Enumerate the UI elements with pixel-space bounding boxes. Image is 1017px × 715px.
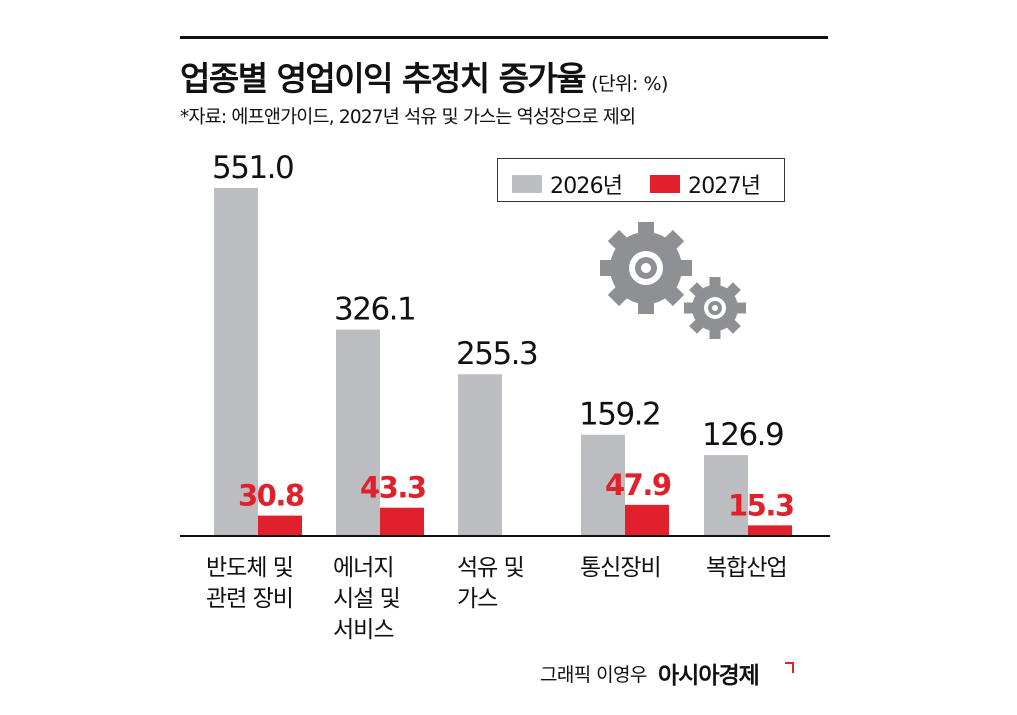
value-label-2027-0: 30.8 xyxy=(238,479,304,513)
bar-2027-3 xyxy=(625,504,669,535)
gear-icon xyxy=(600,222,692,314)
title-rule xyxy=(180,36,828,39)
value-label-2026-3: 159.2 xyxy=(579,397,660,433)
gears-decoration xyxy=(600,222,746,339)
title-text: 업종별 영업이익 추정치 증가율 xyxy=(180,59,587,98)
category-label-line: 복합산업 xyxy=(706,555,788,581)
bar-2026-1 xyxy=(336,329,380,535)
bar-2026-4 xyxy=(704,455,748,535)
category-label-line: 서비스 xyxy=(333,617,394,643)
legend-swatch-2026 xyxy=(512,175,542,193)
category-label-line: 반도체 및 xyxy=(206,555,294,581)
category-label-line: 석유 및 xyxy=(457,555,525,581)
graphic-credit: 그래픽 이영우 xyxy=(540,664,647,686)
category-label-line: 관련 장비 xyxy=(206,586,294,612)
value-label-2026-2: 255.3 xyxy=(456,336,537,372)
value-label-2027-4: 15.3 xyxy=(728,488,794,522)
bar-2026-0 xyxy=(214,188,258,535)
legend-label-2027: 2027년 xyxy=(688,174,761,199)
value-label-2026-0: 551.0 xyxy=(212,150,293,186)
bars xyxy=(214,188,792,535)
category-label-line: 가스 xyxy=(457,586,498,612)
chart-title: 업종별 영업이익 추정치 증가율 (단위: %) xyxy=(180,52,668,100)
source-note: *자료: 에프앤가이드, 2027년 석유 및 가스는 역성장으로 제외 xyxy=(180,107,636,128)
publisher-logo: 아시아경제 xyxy=(658,663,760,689)
legend-label-2026: 2026년 xyxy=(550,174,623,199)
category-label: 복합산업 xyxy=(706,553,788,584)
value-label-2026-4: 126.9 xyxy=(702,417,783,453)
value-label-2027-3: 47.9 xyxy=(605,468,671,502)
category-label-line: 에너지 xyxy=(333,555,394,581)
value-label-2027-1: 43.3 xyxy=(360,471,426,505)
value-labels: 551.0 326.1 255.3 159.2 126.9 30.8 43.3 47.9 15.… xyxy=(212,150,795,522)
category-label-line: 시설 및 xyxy=(333,586,401,612)
gear-icon xyxy=(684,277,746,339)
bar-2026-2 xyxy=(458,374,502,535)
bar-2027-4 xyxy=(748,525,792,535)
bar-2027-1 xyxy=(380,507,424,535)
bar-2026-3 xyxy=(581,434,625,535)
category-label: 통신장비 xyxy=(580,553,662,584)
legend-swatch-2027 xyxy=(650,175,680,193)
unit-label: (단위: %) xyxy=(591,73,668,95)
logo-mark xyxy=(785,662,794,673)
category-label-line: 통신장비 xyxy=(580,555,662,581)
legend-item-2026: 2026년 xyxy=(512,168,623,200)
legend: 2026년 2027년 xyxy=(497,158,785,202)
legend-item-2027: 2027년 xyxy=(650,168,761,200)
value-label-2026-1: 326.1 xyxy=(334,292,415,328)
bar-2027-0 xyxy=(258,515,302,535)
